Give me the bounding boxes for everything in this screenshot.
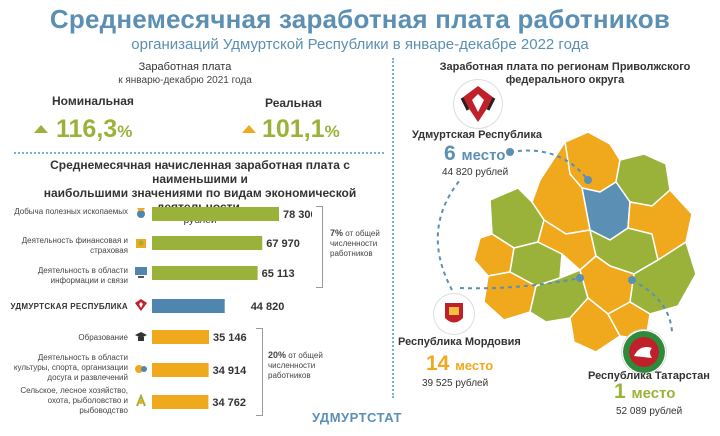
category-label: Образование [78, 333, 128, 342]
tatarstan-emblem-icon [622, 330, 666, 374]
bar-value-label: 34 914 [213, 365, 248, 377]
mordovia-place: 14 место [426, 352, 494, 375]
region-section-title: Заработная плата по регионам Приволжског… [439, 61, 691, 86]
kpi-real-label: Реальная [265, 96, 322, 110]
bar [152, 330, 210, 344]
bar-value-label: 34 762 [212, 397, 246, 409]
culture-icon [135, 365, 147, 373]
bracket-top [316, 206, 323, 288]
udmurtia-emblem-icon [454, 80, 502, 128]
tatarstan-place: 1 место [614, 380, 676, 403]
mordovia-name: Республика Мордовия [398, 336, 521, 348]
share-top: 7% от общей численности работников [330, 228, 380, 258]
tatarstan-salary: 52 089 рублей [616, 406, 683, 417]
category-label: Деятельность в области информации и связ… [37, 266, 128, 285]
kpi-real-value: 101,1% [262, 115, 340, 143]
bar-value-label: 44 820 [251, 301, 285, 313]
kpi-nominal-label: Номинальная [52, 94, 134, 108]
kpi-subheading: к январю-декабрю 2021 года [118, 75, 252, 86]
bar [152, 266, 258, 280]
mordovia-emblem-icon [434, 294, 474, 334]
footer-org: УДМУРТСТАТ [312, 410, 402, 425]
finance-icon [136, 239, 146, 248]
mining-icon [137, 208, 145, 218]
bar [152, 363, 209, 377]
agriculture-icon [136, 394, 146, 407]
map-connectors [436, 148, 673, 333]
bar-value-label: 67 970 [266, 238, 300, 250]
category-label-main: УДМУРТСКАЯ РЕСПУБЛИКА [10, 302, 128, 311]
kpi-nominal-value: 116,3% [56, 115, 133, 143]
share-bottom: 20% от общей численности работников [268, 350, 323, 380]
udmurtia-name: Удмуртская Республика [412, 129, 542, 141]
category-label: Деятельность в области культуры, спорта,… [13, 353, 128, 382]
bracket-bottom [256, 328, 263, 416]
it-icon [135, 267, 147, 278]
page-title: Среднемесячная заработная плата работник… [49, 4, 671, 34]
divider [14, 152, 384, 154]
page-subtitle: организаций Удмуртской Республики в янва… [131, 36, 589, 53]
category-label: Добыча полезных ископаемых [14, 207, 128, 216]
bar-value-label: 65 113 [262, 268, 295, 280]
category-label: Сельское, лесное хозяйство, охота, рыбол… [20, 386, 128, 415]
bar [152, 395, 209, 409]
bar [152, 207, 279, 221]
bar [152, 299, 225, 313]
vertical-divider [392, 58, 394, 398]
udmurtia-place: 6 место [444, 142, 506, 165]
kpi-heading: Заработная плата [138, 61, 232, 73]
udmurtia-emblem-icon [135, 299, 147, 311]
region-map [473, 131, 697, 353]
bar-value-label: 78 300 [283, 209, 312, 221]
arrow-up-icon [242, 125, 256, 133]
tatarstan-name: Республика Татарстан [588, 370, 710, 382]
bar-chart: 78 300 67 970 65 113 44 820 35 146 34 914 34 7… [152, 207, 312, 409]
education-icon [135, 332, 147, 341]
bar-value-label: 35 146 [213, 332, 247, 344]
udmurtia-salary: 44 820 рублей [442, 167, 509, 178]
category-label: Деятельность финансовая и страховая [21, 236, 128, 255]
mordovia-salary: 39 525 рублей [422, 378, 489, 389]
bar [152, 236, 263, 250]
map-region [627, 189, 693, 261]
arrow-up-icon [34, 125, 48, 133]
